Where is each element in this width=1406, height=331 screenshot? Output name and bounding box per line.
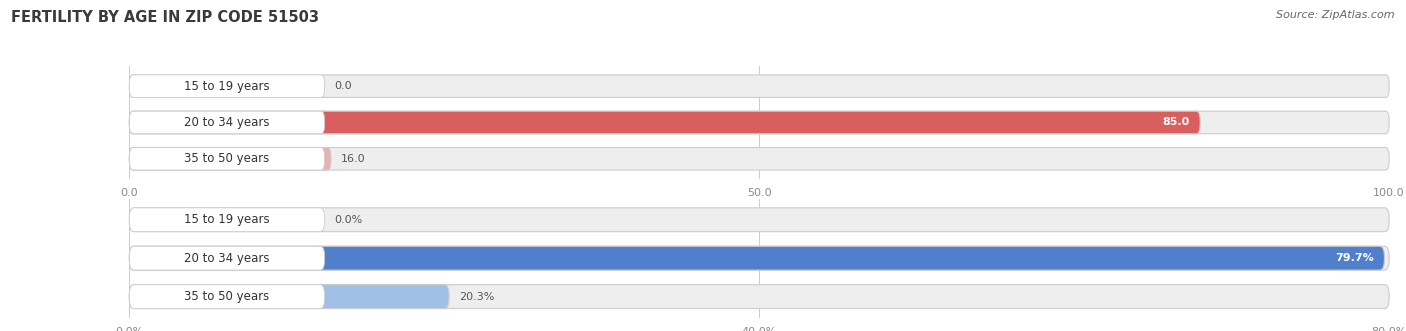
Text: 20.3%: 20.3% <box>460 292 495 302</box>
FancyBboxPatch shape <box>129 208 1389 232</box>
Text: 20 to 34 years: 20 to 34 years <box>184 116 270 129</box>
FancyBboxPatch shape <box>129 111 1389 134</box>
FancyBboxPatch shape <box>129 148 1389 170</box>
FancyBboxPatch shape <box>129 285 325 308</box>
FancyBboxPatch shape <box>129 285 449 308</box>
FancyBboxPatch shape <box>129 75 1389 97</box>
Text: Source: ZipAtlas.com: Source: ZipAtlas.com <box>1277 10 1395 20</box>
FancyBboxPatch shape <box>129 111 325 134</box>
FancyBboxPatch shape <box>129 148 330 170</box>
Text: 16.0: 16.0 <box>342 154 366 164</box>
Text: 0.0: 0.0 <box>335 81 353 91</box>
FancyBboxPatch shape <box>129 246 325 270</box>
Text: 0.0%: 0.0% <box>335 215 363 225</box>
FancyBboxPatch shape <box>129 285 1389 308</box>
FancyBboxPatch shape <box>129 148 325 170</box>
Text: 15 to 19 years: 15 to 19 years <box>184 213 270 226</box>
Text: 20 to 34 years: 20 to 34 years <box>184 252 270 265</box>
Text: 35 to 50 years: 35 to 50 years <box>184 290 270 303</box>
FancyBboxPatch shape <box>129 246 1385 270</box>
Text: 85.0: 85.0 <box>1163 118 1189 127</box>
Text: 79.7%: 79.7% <box>1336 253 1374 263</box>
FancyBboxPatch shape <box>129 246 1389 270</box>
Text: 15 to 19 years: 15 to 19 years <box>184 80 270 93</box>
FancyBboxPatch shape <box>129 208 325 232</box>
FancyBboxPatch shape <box>129 111 1201 134</box>
Text: 35 to 50 years: 35 to 50 years <box>184 152 270 165</box>
Text: FERTILITY BY AGE IN ZIP CODE 51503: FERTILITY BY AGE IN ZIP CODE 51503 <box>11 10 319 25</box>
FancyBboxPatch shape <box>129 75 325 97</box>
